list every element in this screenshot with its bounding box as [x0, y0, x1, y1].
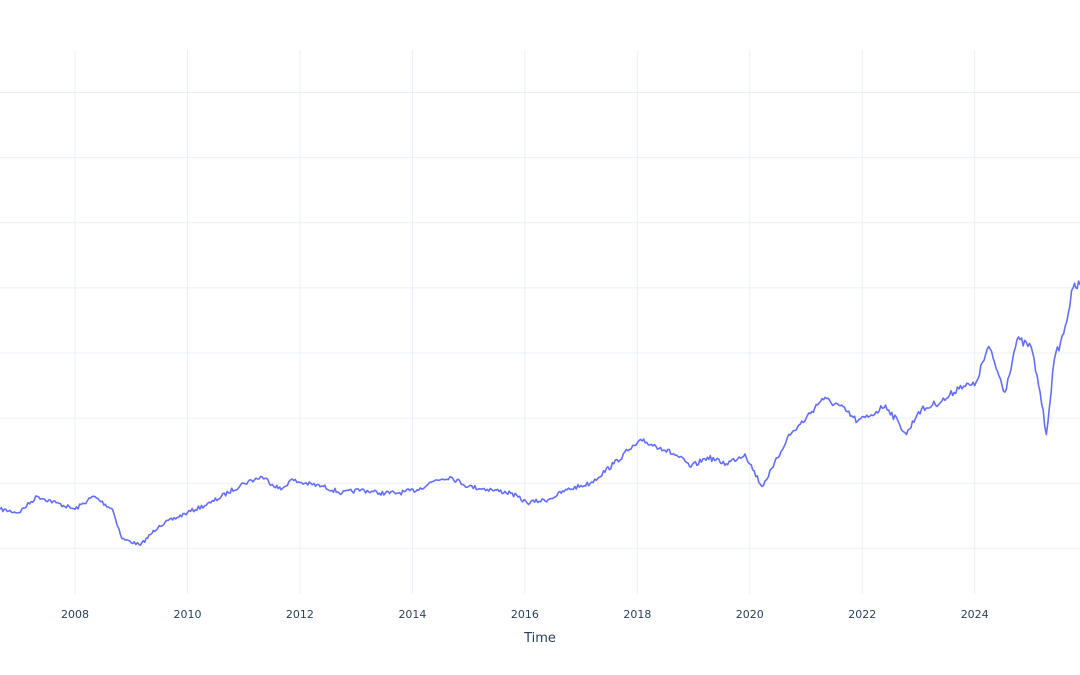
x-tick-labels: 2008 2010 2012 2014 2016 2018 2020 2022 2024	[61, 608, 989, 621]
x-axis-title: Time	[523, 631, 556, 646]
x-tick-label: 2012	[286, 608, 314, 621]
x-gridlines	[74, 50, 976, 594]
x-tick-label: 2022	[848, 608, 876, 621]
x-tick-label: 2014	[398, 608, 426, 621]
x-tick-label: 2018	[623, 608, 651, 621]
series-line-0	[0, 280, 1080, 546]
x-tick-label: 2010	[174, 608, 202, 621]
y-gridlines	[0, 92, 1080, 549]
x-tick-label: 2024	[961, 608, 989, 621]
series-group	[0, 280, 1080, 546]
x-tick-label: 2016	[511, 608, 539, 621]
x-tick-label: 2020	[736, 608, 764, 621]
x-tick-label: 2008	[61, 608, 89, 621]
